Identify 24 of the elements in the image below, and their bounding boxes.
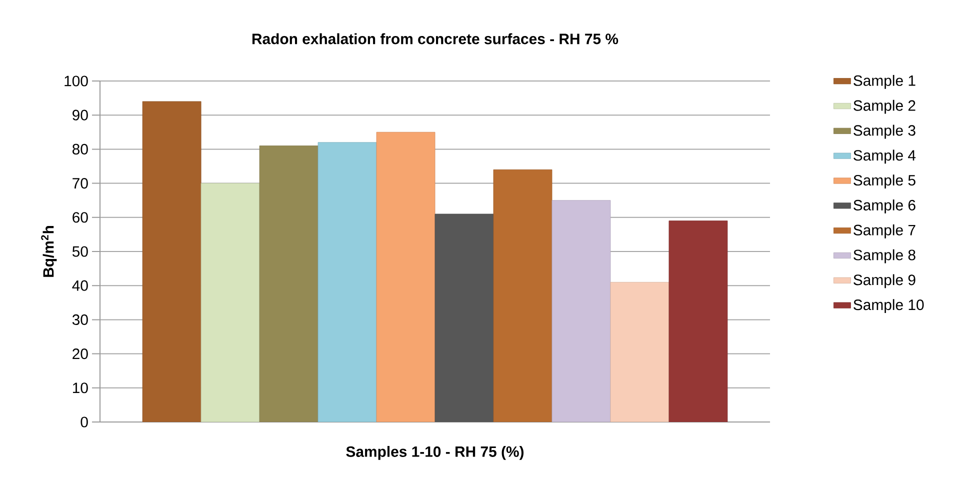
legend-label: Sample 5 [854, 174, 916, 189]
y-tick-label: 100 [64, 76, 88, 86]
legend-label: Sample 10 [854, 299, 924, 314]
chart-title: Radon exhalation from concrete surfaces - RH 75 % [252, 33, 618, 44]
y-tick-label: 50 [72, 246, 88, 257]
legend-label: Sample 3 [854, 124, 916, 139]
y-tick-label: 60 [72, 212, 88, 223]
legend-label: Sample 7 [854, 224, 916, 238]
y-tick-label: 20 [72, 348, 88, 360]
y-tick-label: 0 [80, 416, 88, 428]
x-axis-title: Samples 1-10 - RH 75 (%) [346, 446, 524, 460]
y-tick-label: 40 [72, 280, 88, 291]
y-tick-label: 70 [72, 178, 88, 189]
legend-label: Sample 2 [854, 100, 916, 114]
legend-label: Sample 9 [854, 274, 916, 288]
legend-label: Sample 6 [854, 199, 916, 214]
y-tick-label: 80 [72, 144, 88, 154]
y-tick-label: 90 [72, 110, 88, 120]
legend-label: Sample 8 [854, 249, 916, 264]
legend-label: Sample 1 [854, 74, 916, 89]
legend-label: Sample 4 [854, 150, 916, 164]
y-tick-label: 30 [72, 314, 88, 325]
y-tick-label: 10 [72, 382, 88, 394]
y-axis-title: Bq/m$^{2}$h [41, 226, 57, 277]
